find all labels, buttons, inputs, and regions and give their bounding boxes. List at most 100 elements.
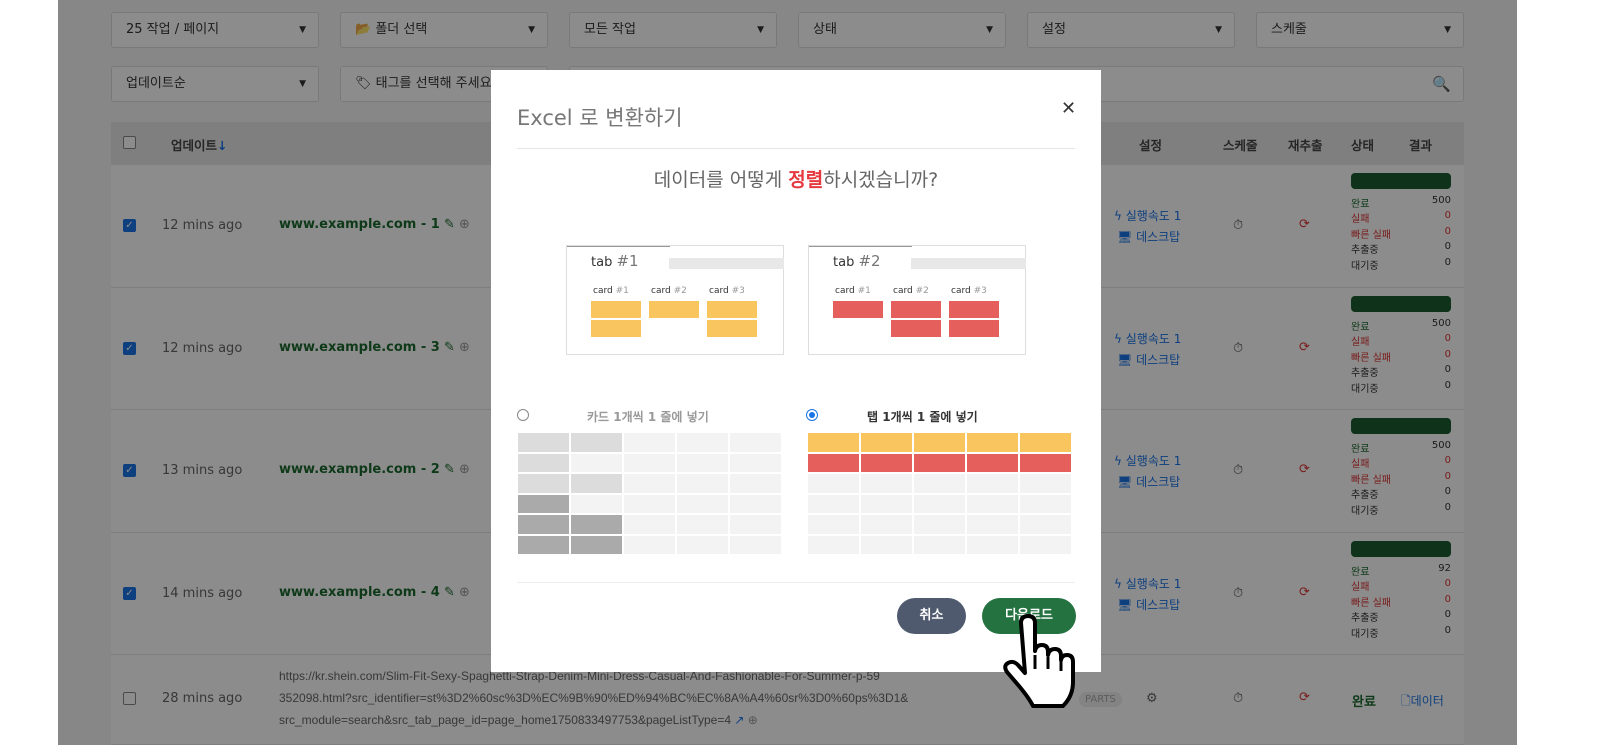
task-url[interactable]: https://kr.shein.com/Slim-Fit-Sexy-Spagh…	[279, 669, 909, 727]
divider	[517, 582, 1075, 583]
speed-setting[interactable]: ϟ 실행속도 1	[1114, 454, 1182, 468]
card-block	[949, 320, 999, 337]
stat-label: 완료	[1351, 566, 1370, 578]
device-setting[interactable]: 🖥 데스크탑	[1117, 353, 1181, 367]
hand-pointer-cursor-icon	[1003, 614, 1075, 708]
caret-down-icon: ▼	[986, 25, 993, 35]
grid-cell	[730, 474, 781, 493]
filter-select-5[interactable]: 스케줄 ▼	[1256, 12, 1464, 48]
tab-layout-preview	[808, 433, 1073, 554]
stat-value: 0	[1444, 210, 1451, 221]
speed-setting[interactable]: ϟ 실행속도 1	[1114, 332, 1182, 346]
row-checkbox[interactable]: ✓	[123, 342, 136, 355]
add-icon[interactable]: ⊕	[459, 340, 470, 355]
add-icon[interactable]: ⊕	[459, 585, 470, 600]
filter-select-0[interactable]: 25 작업 / 페이지 ▼	[111, 12, 319, 48]
progress-bar	[1351, 296, 1451, 312]
timer-icon[interactable]: ⏱	[1233, 218, 1244, 233]
grid-cell	[677, 474, 728, 493]
speed-setting[interactable]: ϟ 실행속도 1	[1114, 577, 1182, 591]
task-title[interactable]: www.example.com - 4	[279, 585, 440, 600]
excel-export-modal: Excel 로 변환하기 ✕ 데이터를 어떻게 정렬하시겠습니까? tab #1…	[491, 70, 1101, 708]
timer-icon[interactable]: ⏱	[1233, 586, 1244, 601]
card-block	[591, 301, 641, 318]
sort-down-icon: ↓	[217, 138, 228, 153]
grid-cell	[730, 494, 781, 513]
card-block	[591, 320, 641, 337]
tab-diagram-1: tab #1 card #1 card #2 card #3	[566, 245, 784, 355]
grid-cell	[624, 515, 675, 534]
edit-icon[interactable]: ✎	[444, 585, 455, 600]
edit-icon[interactable]: ✎	[444, 217, 455, 232]
refresh-icon[interactable]: ⟳	[1299, 340, 1310, 355]
grid-cell	[967, 535, 1018, 554]
timer-icon[interactable]: ⏱	[1233, 463, 1244, 478]
grid-cell	[914, 453, 965, 472]
row-checkbox[interactable]	[123, 692, 136, 705]
option-tab-label[interactable]: 탭 1개씩 1 줄에 넣기	[867, 410, 978, 424]
sort-select[interactable]: 업데이트순 ▼	[111, 66, 319, 102]
filter-select-1[interactable]: 📂 폴더 선택 ▼	[340, 12, 548, 48]
grid-cell	[914, 515, 965, 534]
add-icon[interactable]: ⊕	[459, 217, 470, 232]
add-icon[interactable]: ⊕	[459, 462, 470, 477]
option-card-label[interactable]: 카드 1개씩 1 줄에 넣기	[587, 410, 709, 424]
stat-label: 실패	[1351, 337, 1370, 348]
stat-label: 대기중	[1351, 505, 1379, 517]
gear-icon[interactable]: ⚙	[1146, 691, 1158, 706]
caret-down-icon: ▼	[1215, 25, 1222, 35]
edit-icon[interactable]: ✎	[444, 462, 455, 477]
row-checkbox[interactable]: ✓	[123, 219, 136, 232]
device-setting[interactable]: 🖥 데스크탑	[1117, 475, 1181, 489]
col-result: 결과	[1409, 138, 1433, 153]
status-summary: 완료 500 실패 0 빠른 실패 0 추출중 0 대기중 0	[1351, 296, 1451, 395]
card-block	[949, 301, 999, 318]
grid-cell	[861, 433, 912, 452]
grid-cell	[624, 494, 675, 513]
filter-select-4[interactable]: 설정 ▼	[1027, 12, 1235, 48]
select-all-checkbox[interactable]	[123, 136, 136, 149]
stat-value: 500	[1431, 317, 1451, 329]
status-summary: 완료 92 실패 0 빠른 실패 0 추출중 0 대기중 0	[1351, 541, 1451, 640]
refresh-icon[interactable]: ⟳	[1299, 585, 1310, 600]
cancel-button[interactable]: 취소	[897, 598, 966, 634]
task-title[interactable]: www.example.com - 2	[279, 462, 440, 477]
grid-cell	[571, 535, 622, 554]
stat-value: 0	[1444, 455, 1451, 466]
card-layout-preview	[518, 433, 783, 554]
filter-label: 설정	[1042, 22, 1066, 37]
stat-label: 실패	[1351, 582, 1370, 593]
card-label: card #2	[651, 286, 687, 296]
col-update[interactable]: 업데이트↓	[171, 135, 228, 154]
row-checkbox[interactable]: ✓	[123, 464, 136, 477]
refresh-icon[interactable]: ⟳	[1299, 690, 1310, 705]
row-checkbox[interactable]: ✓	[123, 587, 136, 600]
radio-tab-per-row[interactable]	[806, 409, 818, 421]
refresh-icon[interactable]: ⟳	[1299, 217, 1310, 232]
search-icon: 🔍	[1432, 75, 1451, 93]
filter-select-3[interactable]: 상태 ▼	[798, 12, 1006, 48]
timer-icon[interactable]: ⏱	[1233, 341, 1244, 356]
card-block	[891, 301, 941, 318]
grid-cell	[1020, 515, 1071, 534]
device-setting[interactable]: 🖥 데스크탑	[1117, 230, 1181, 244]
grid-cell	[967, 515, 1018, 534]
radio-card-per-row[interactable]	[517, 409, 529, 421]
close-icon[interactable]: ✕	[1061, 98, 1077, 119]
grid-cell	[571, 433, 622, 452]
device-setting[interactable]: 🖥 데스크탑	[1117, 598, 1181, 612]
external-link-icon[interactable]: ↗	[734, 713, 745, 727]
edit-icon[interactable]: ✎	[444, 340, 455, 355]
stat-value: 0	[1444, 486, 1451, 497]
task-title[interactable]: www.example.com - 1	[279, 217, 440, 232]
stat-value: 500	[1431, 439, 1451, 451]
speed-setting[interactable]: ϟ 실행속도 1	[1114, 209, 1182, 223]
grid-cell	[518, 535, 569, 554]
add-icon[interactable]: ⊕	[747, 713, 758, 727]
stat-label: 빠른 실패	[1351, 352, 1391, 364]
filter-select-2[interactable]: 모든 작업 ▼	[569, 12, 777, 48]
task-title[interactable]: www.example.com - 3	[279, 340, 440, 355]
data-link[interactable]: 🗋데이터	[1401, 694, 1444, 708]
timer-icon[interactable]: ⏱	[1233, 691, 1244, 706]
refresh-icon[interactable]: ⟳	[1299, 462, 1310, 477]
